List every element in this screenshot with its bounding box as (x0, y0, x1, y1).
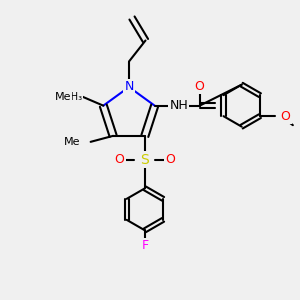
Text: CH₃: CH₃ (64, 92, 83, 102)
Text: O: O (280, 110, 290, 123)
Text: O: O (114, 153, 124, 166)
Text: Me: Me (64, 137, 80, 147)
Text: S: S (140, 153, 149, 167)
Text: O: O (195, 80, 205, 93)
Text: Me: Me (55, 92, 72, 102)
Text: O: O (165, 153, 175, 166)
Text: F: F (141, 239, 148, 252)
Text: NH: NH (169, 99, 188, 112)
Text: N: N (124, 80, 134, 94)
